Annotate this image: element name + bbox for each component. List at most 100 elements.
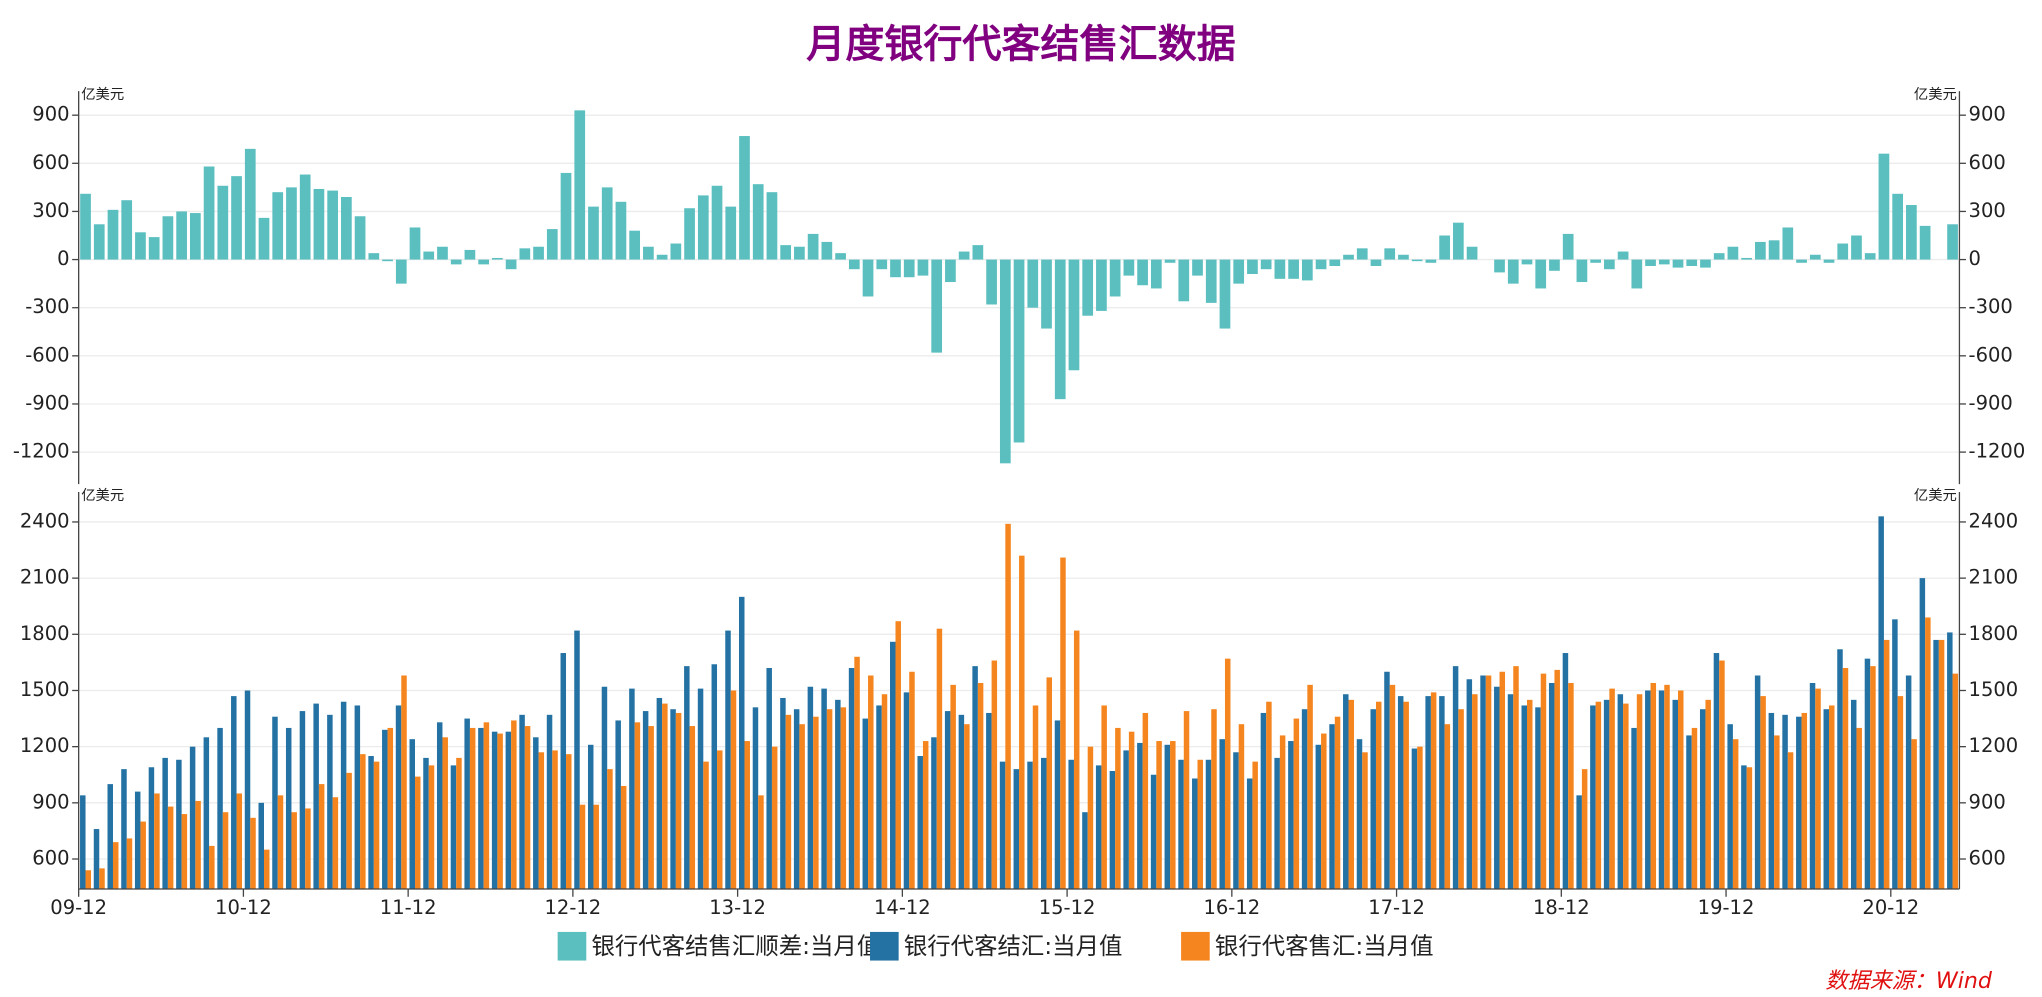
y-tick-label: -900 — [25, 391, 69, 414]
bar — [1137, 259, 1148, 286]
bar — [601, 686, 608, 889]
bar — [1576, 259, 1588, 283]
bar — [189, 746, 196, 889]
y-tick-label: 0 — [57, 247, 69, 270]
x-tick-label: 17-12 — [1368, 896, 1425, 919]
bar — [1343, 254, 1354, 260]
bar — [1348, 699, 1355, 889]
bar — [799, 724, 805, 889]
bar — [1658, 690, 1665, 889]
x-tick-label: 20-12 — [1862, 896, 1919, 919]
bar — [107, 784, 113, 889]
bar — [1307, 684, 1313, 889]
bar — [807, 686, 814, 889]
y-tick-label: 1500 — [20, 678, 70, 701]
bar — [560, 172, 572, 260]
bar — [546, 714, 553, 889]
bar — [1150, 259, 1162, 289]
bar — [1096, 259, 1107, 311]
bar — [1535, 707, 1541, 889]
bar — [181, 814, 188, 889]
bar — [1494, 259, 1505, 273]
bar — [1266, 701, 1272, 889]
bar — [1205, 259, 1217, 303]
bar — [272, 716, 278, 889]
bar — [1774, 735, 1780, 889]
bar — [868, 675, 874, 889]
bar — [1700, 259, 1711, 268]
bar — [1829, 705, 1835, 889]
bar — [1521, 259, 1533, 265]
bar — [162, 757, 168, 889]
bar — [272, 192, 284, 260]
bar — [1219, 259, 1231, 329]
bar — [1238, 724, 1245, 889]
bar — [533, 737, 539, 889]
y-tick-label: 600 — [32, 847, 69, 870]
bar — [1699, 709, 1706, 889]
bar — [1796, 259, 1807, 263]
x-tick-label: 11-12 — [380, 896, 437, 919]
bar — [629, 230, 641, 260]
bar — [1837, 649, 1843, 889]
source-note: 数据来源：Wind — [1825, 968, 1993, 994]
bar — [1170, 741, 1176, 889]
bar — [1472, 694, 1478, 889]
bar — [1823, 709, 1830, 889]
bar — [340, 701, 347, 889]
bar — [703, 761, 709, 889]
bar — [176, 211, 187, 260]
bar — [1013, 769, 1020, 889]
bar — [1370, 709, 1376, 889]
bar — [821, 688, 827, 889]
bar — [318, 784, 325, 889]
bar — [1864, 658, 1871, 889]
bar — [725, 206, 737, 260]
bar — [1746, 767, 1753, 889]
bar — [1905, 675, 1912, 889]
bar — [1425, 259, 1437, 263]
bar — [305, 808, 311, 889]
bar — [876, 705, 882, 889]
bar — [277, 795, 284, 889]
bar — [1768, 240, 1780, 260]
bar — [1458, 709, 1464, 889]
bar — [423, 757, 429, 889]
bar — [1603, 699, 1610, 889]
bar — [491, 731, 498, 889]
bar — [1013, 259, 1025, 443]
y-unit: 亿美元 — [1914, 487, 1957, 504]
x-tick-label: 10-12 — [215, 896, 272, 919]
bar — [890, 641, 896, 889]
bar — [1384, 248, 1396, 260]
bar — [1315, 259, 1327, 270]
bar — [1060, 557, 1066, 889]
bar — [972, 245, 984, 260]
bar — [1054, 259, 1066, 400]
bar — [579, 804, 586, 889]
bar — [950, 684, 956, 889]
bar — [725, 630, 731, 889]
bar — [574, 630, 580, 889]
bar — [450, 259, 462, 265]
bar — [1672, 259, 1684, 268]
bar — [497, 733, 503, 889]
bar — [730, 690, 737, 889]
legend-swatch — [870, 931, 899, 961]
bar — [560, 653, 567, 889]
bar — [1027, 761, 1033, 889]
bar — [648, 726, 654, 889]
bar — [1480, 675, 1486, 889]
bar — [1247, 259, 1258, 275]
bar — [931, 737, 937, 889]
bar — [250, 817, 256, 889]
bar — [483, 722, 490, 889]
bar — [1054, 720, 1061, 889]
bar — [1425, 696, 1431, 889]
bar — [511, 720, 517, 889]
bar — [263, 849, 270, 889]
y-tick-label: 2100 — [20, 566, 70, 589]
bar — [848, 668, 855, 889]
bar — [93, 829, 100, 889]
